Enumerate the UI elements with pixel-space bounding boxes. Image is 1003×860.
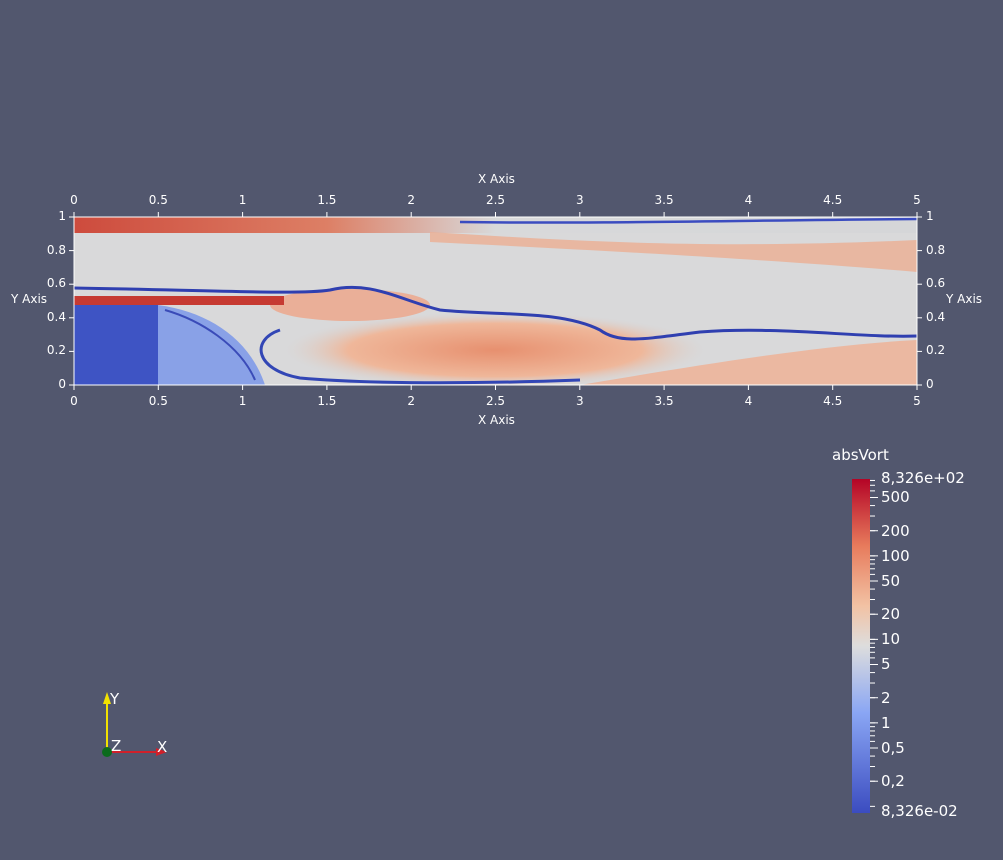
- x-tick-label-bottom: 3.5: [654, 394, 674, 408]
- colorbar-label: 10: [881, 630, 901, 649]
- colorbar-label: 0,5: [881, 738, 905, 757]
- y-tick-label-left: 0.8: [46, 242, 66, 257]
- x-tick-label-bottom: 1: [238, 394, 247, 408]
- x-tick-label-top: 5: [913, 193, 921, 207]
- y-tick-label-left: 0.4: [46, 309, 66, 324]
- color-bar: [852, 479, 870, 813]
- colorbar-label: 20: [881, 605, 901, 624]
- colorbar-label: 1: [881, 713, 891, 732]
- y-tick-label-right: 0.8: [926, 242, 946, 257]
- colorbar-label: 200: [881, 521, 910, 540]
- y-tick-label-right: 0: [926, 377, 934, 391]
- y-axis-title-left: Y Axis: [11, 292, 48, 306]
- x-tick-label-top: 0.5: [148, 193, 168, 207]
- orientation-triad: [102, 692, 167, 757]
- y-axis-title-right: Y Axis: [946, 292, 983, 306]
- y-tick-label-right: 1: [926, 209, 934, 223]
- vorticity-field: [74, 217, 917, 385]
- colorbar-label: 2: [881, 688, 891, 707]
- x-tick-label-bottom: 1.5: [317, 394, 337, 408]
- y-tick-label-left: 0.2: [46, 343, 66, 358]
- x-axis-title-top: X Axis: [478, 172, 515, 186]
- colorbar-label: 0,2: [881, 772, 905, 791]
- x-tick-label-top: 3.5: [654, 193, 674, 207]
- x-tick-label-top: 2: [407, 193, 416, 207]
- x-axis-title-bottom: X Axis: [478, 413, 515, 427]
- triad-z-label: Z: [111, 737, 122, 755]
- y-tick-label-left: 0: [58, 377, 66, 391]
- colorbar-label: 5: [881, 655, 891, 674]
- y-tick-label-left: 0.6: [46, 276, 66, 291]
- colorbar-max-label: 8,326e+02: [881, 469, 965, 487]
- triad-x-label: X: [157, 738, 168, 756]
- colorbar-title: absVort: [832, 446, 889, 464]
- x-tick-label-top: 3: [575, 193, 584, 207]
- x-tick-label-bottom: 0.5: [148, 394, 168, 408]
- colorbar-label: 100: [881, 546, 910, 565]
- colorbar-label: 50: [881, 571, 901, 590]
- x-tick-label-top: 1.5: [317, 193, 337, 207]
- triad-y-label: Y: [110, 690, 120, 708]
- x-tick-label-top: 4.5: [823, 193, 843, 207]
- x-tick-label-bottom: 5: [913, 394, 921, 408]
- x-tick-label-bottom: 2.5: [485, 394, 506, 408]
- x-tick-label-bottom: 0: [70, 394, 78, 408]
- colorbar-min-label: 8,326e-02: [881, 802, 958, 820]
- x-tick-label-bottom: 2: [407, 394, 416, 408]
- x-tick-label-bottom: 4: [744, 394, 753, 408]
- colorbar-label: 500: [881, 488, 910, 507]
- y-tick-label-right: 0.2: [926, 343, 946, 358]
- y-tick-label-left: 1: [58, 209, 66, 223]
- x-tick-label-top: 2.5: [485, 193, 506, 207]
- x-tick-label-top: 4: [744, 193, 753, 207]
- x-tick-label-bottom: 4.5: [823, 394, 843, 408]
- x-tick-label-top: 1: [238, 193, 247, 207]
- x-tick-label-top: 0: [70, 193, 78, 207]
- y-tick-label-right: 0.6: [926, 276, 946, 291]
- y-tick-label-right: 0.4: [926, 309, 946, 324]
- x-tick-label-bottom: 3: [575, 394, 584, 408]
